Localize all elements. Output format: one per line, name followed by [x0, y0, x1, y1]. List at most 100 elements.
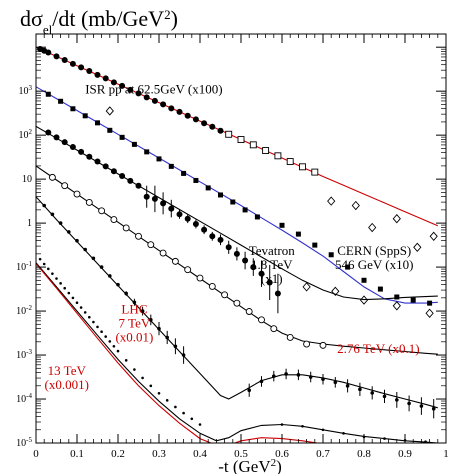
lhc13-data-point [71, 296, 75, 300]
isr-data-open-point [311, 168, 319, 176]
lhc276-data-point [159, 249, 167, 257]
lhc276-data-point [135, 232, 142, 240]
lhc276-data-point [110, 216, 118, 224]
cern-data-point [242, 207, 248, 213]
lhc7-data-point [181, 353, 186, 357]
tev-data-point [69, 144, 76, 151]
lhc13-data-point [67, 291, 71, 295]
lhc7-data-point [108, 274, 112, 278]
y-tick-label: 10-3 [16, 348, 32, 361]
x-tick-label: 0.5 [234, 448, 248, 460]
lhc13-data-point [342, 432, 345, 435]
lhc7-data-point [124, 291, 128, 296]
cern-data-point [295, 231, 301, 237]
lhc13-data-point [149, 384, 153, 388]
lhc7-data-point [157, 326, 161, 331]
lhc13-data-point [198, 423, 202, 426]
tev-data-point [233, 250, 240, 257]
isr-data-open-point [249, 141, 257, 149]
isr-data-point [168, 105, 175, 112]
lhc13-curve-black [36, 262, 438, 443]
isr-data-point [127, 86, 134, 93]
lhc276-data-point [303, 340, 311, 348]
isr-data-diamond-point [105, 106, 114, 116]
cern-data-point [82, 113, 88, 119]
isr-data-point [94, 71, 101, 78]
lhc13-data-point [165, 399, 169, 402]
isr-data-open-point [274, 152, 282, 160]
lhc7-data-point [345, 384, 350, 388]
y-tick-label: 1 [27, 218, 32, 229]
lhc7-data-point [296, 373, 301, 377]
lhc13-data-point [100, 330, 103, 334]
cern-data-point [345, 264, 351, 270]
tev-data-point [135, 182, 142, 189]
isr-data-point [102, 75, 109, 82]
tev-data-point [176, 211, 183, 218]
isr-data-diamond-point [368, 222, 377, 233]
isr-data-diamond-point [392, 214, 401, 224]
plot-area [36, 45, 439, 443]
lhc276-data-point [184, 266, 192, 274]
isr-data-open-point [262, 147, 270, 154]
cern-data-point [107, 127, 113, 133]
y-tick-label: 103 [19, 84, 33, 97]
isr-data-point [119, 82, 126, 89]
isr-data-point [201, 120, 208, 127]
lhc13-data-point [383, 437, 386, 440]
lhc276-data-point [171, 257, 179, 265]
x-tick-label: 0.8 [357, 448, 371, 460]
lhc276-data-point [270, 325, 278, 333]
isr-data-point [160, 101, 167, 108]
lhc13-data-point [108, 340, 112, 343]
isr-data-open-point [237, 136, 245, 143]
annotation-lhc7: LHC 7 TeV (x0.01) [115, 301, 153, 344]
lhc7-data-point [407, 401, 411, 406]
isr-data-point [110, 79, 117, 86]
x-tick-label: 1 [443, 448, 449, 460]
lhc7-data-point [419, 404, 424, 408]
tev-data-point [201, 226, 208, 233]
tev-data-point [250, 264, 257, 271]
lhc13-data-point [124, 359, 128, 362]
cern-data-point [279, 222, 285, 228]
lhc13-data-point [424, 440, 427, 443]
lhc276-data-point [73, 190, 81, 198]
lhc276-data-point [258, 316, 265, 324]
isr-data-open [225, 130, 319, 176]
cern-data-point [156, 156, 162, 162]
lhc7-data-point [431, 406, 436, 411]
lhc7-data-point [358, 387, 362, 392]
lhc7-data-point [259, 379, 264, 384]
isr-data-diamond-point [429, 231, 438, 241]
lhc13-data-point [47, 267, 50, 271]
cern-data-point [95, 120, 100, 126]
lhc13-data-point [92, 320, 95, 324]
tev-data-point [168, 205, 175, 212]
isr-data-diamond-point [327, 196, 336, 206]
lhc276-data-point [208, 282, 216, 290]
lhc276-data-point [221, 291, 229, 299]
chart-title: dσel/dt (mb/GeV2) [20, 6, 178, 37]
tev-data-point [225, 244, 232, 251]
cern-data-point [168, 163, 174, 169]
tev-data-point [266, 279, 273, 286]
cern-data-point [312, 242, 318, 248]
lhc7-data-point [140, 309, 145, 313]
lhc276-data-point [196, 274, 204, 282]
lhc13-data-point [157, 392, 161, 395]
lhc13-data-point [182, 411, 185, 415]
lhc7-data-point [42, 203, 46, 208]
isr-data-open-point [299, 163, 306, 171]
annotation-tevatron: Tevatron 1.8 TeV (x1) [249, 243, 296, 286]
cern-data-point [394, 294, 400, 300]
cern-data-open-point [425, 308, 434, 318]
isr-data-point [184, 112, 191, 119]
lhc13-data-point [190, 417, 194, 421]
lhc7-data-point [247, 388, 251, 393]
lhc7-data-point [284, 372, 288, 376]
lhc7-data-point [382, 394, 387, 399]
annotation-isr: ISR pp at 62.5GeV (x100) [85, 81, 222, 96]
lhc7-data-point [75, 238, 79, 243]
